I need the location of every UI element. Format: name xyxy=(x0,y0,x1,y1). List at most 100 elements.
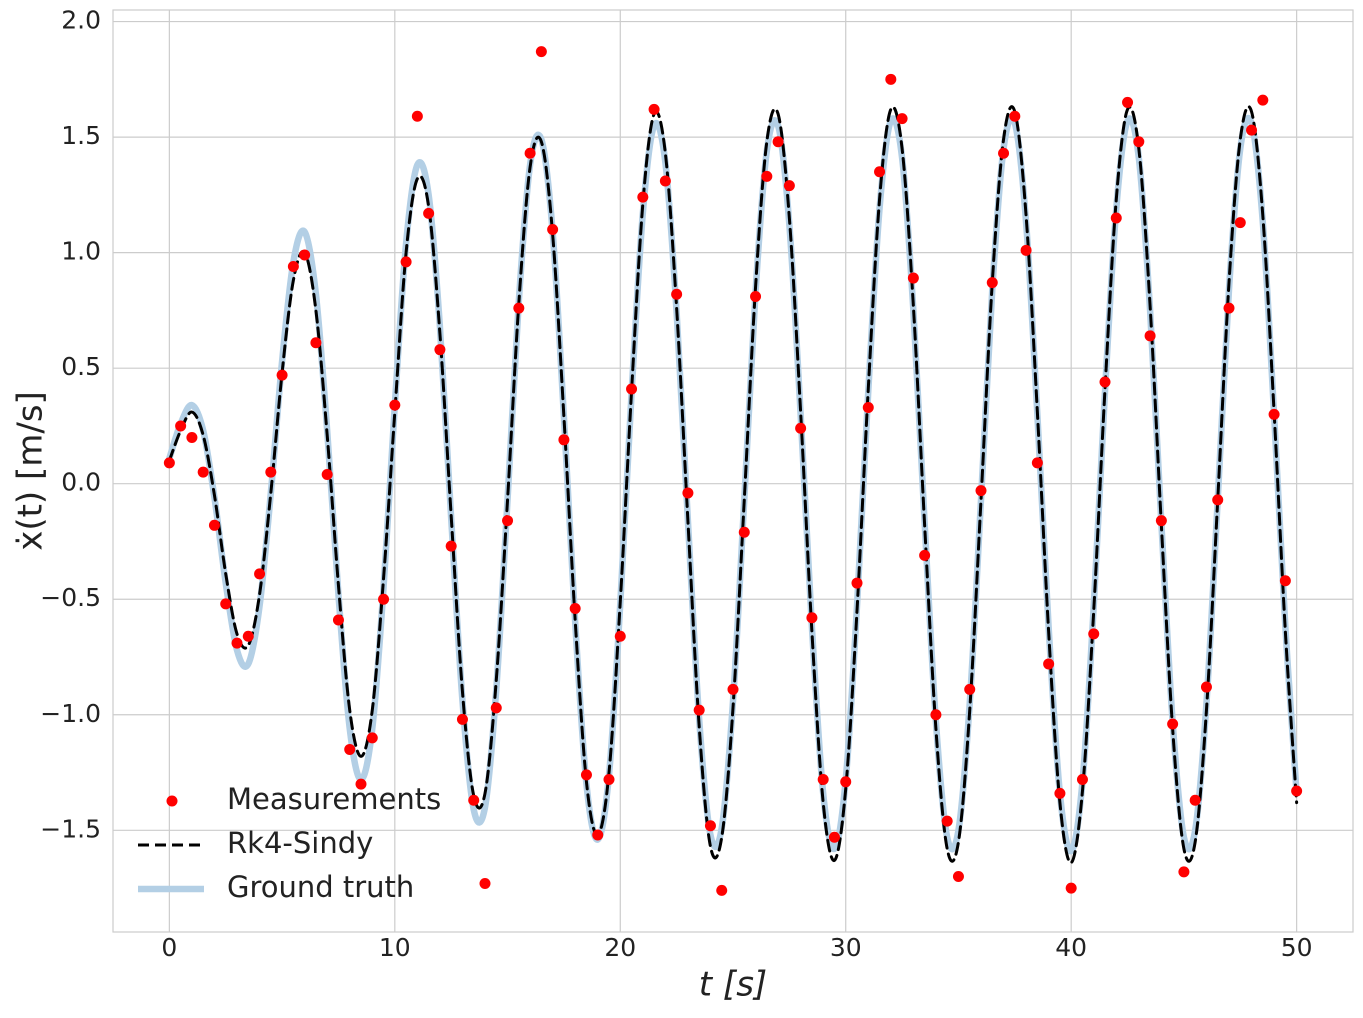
data-point xyxy=(569,602,581,614)
data-point xyxy=(727,683,739,695)
data-point xyxy=(1144,330,1156,342)
data-point xyxy=(1155,515,1167,527)
data-point xyxy=(423,207,435,219)
data-point xyxy=(411,110,423,122)
x-axis-label: t [s] xyxy=(699,965,767,1005)
data-point xyxy=(682,487,694,499)
data-point xyxy=(299,249,311,261)
data-point xyxy=(254,568,266,580)
data-point xyxy=(874,166,886,178)
x-tick-label: 20 xyxy=(604,933,636,962)
data-point xyxy=(502,515,514,527)
data-point xyxy=(648,103,660,115)
data-point xyxy=(1133,136,1145,148)
data-point xyxy=(1257,94,1269,106)
data-point xyxy=(231,637,243,649)
data-point xyxy=(580,769,592,781)
data-point xyxy=(1088,628,1100,640)
data-point xyxy=(930,709,942,721)
data-point xyxy=(783,180,795,192)
y-axis-label: ẋ(t) [m/s] xyxy=(11,391,51,551)
data-point xyxy=(558,434,570,446)
x-tick-label: 0 xyxy=(161,933,177,962)
data-point xyxy=(1076,773,1088,785)
data-point xyxy=(242,630,254,642)
data-point xyxy=(468,794,480,806)
data-point xyxy=(265,466,277,478)
data-point xyxy=(1167,718,1179,730)
data-point xyxy=(975,485,987,497)
data-point xyxy=(366,732,378,744)
data-point xyxy=(163,457,175,469)
data-point xyxy=(659,175,671,187)
data-point xyxy=(389,399,401,411)
data-point xyxy=(220,598,232,610)
data-point xyxy=(693,704,705,716)
data-point xyxy=(998,147,1010,159)
data-point xyxy=(817,773,829,785)
data-point xyxy=(716,884,728,896)
legend-label: Measurements xyxy=(227,782,441,816)
data-point xyxy=(750,291,762,303)
y-tick-label: −0.5 xyxy=(40,583,101,612)
data-point xyxy=(1212,494,1224,506)
data-point xyxy=(896,113,908,125)
data-point xyxy=(208,519,220,531)
data-point xyxy=(547,224,559,236)
data-point xyxy=(986,277,998,289)
data-point xyxy=(456,713,468,725)
data-point xyxy=(1110,212,1122,224)
data-point xyxy=(513,302,525,314)
x-tick-label: 50 xyxy=(1281,933,1313,962)
data-point xyxy=(310,337,322,349)
data-point xyxy=(772,136,784,148)
data-point xyxy=(344,743,356,755)
data-line xyxy=(167,105,1299,865)
data-point xyxy=(885,73,897,85)
data-point xyxy=(445,540,457,552)
data-point xyxy=(434,344,446,356)
plot-area xyxy=(163,46,1303,896)
data-point xyxy=(186,431,198,443)
y-tick-label: 0.0 xyxy=(61,468,101,497)
data-point xyxy=(490,702,502,714)
y-tick-label: 1.5 xyxy=(61,121,101,150)
data-point xyxy=(175,420,187,432)
data-point xyxy=(535,46,547,58)
data-point xyxy=(671,288,683,300)
data-point xyxy=(400,256,412,268)
data-point xyxy=(355,778,367,790)
data-point xyxy=(332,614,344,626)
x-tick-label: 10 xyxy=(379,933,411,962)
data-point xyxy=(806,612,818,624)
data-point xyxy=(851,577,863,589)
y-tick-label: 1.0 xyxy=(61,237,101,266)
x-tick-label: 40 xyxy=(1055,933,1087,962)
data-point xyxy=(1200,681,1212,693)
data-point xyxy=(1291,785,1303,797)
data-point xyxy=(1065,882,1077,894)
data-point xyxy=(1189,794,1201,806)
data-point xyxy=(1246,124,1258,136)
legend-marker xyxy=(166,795,178,807)
data-point xyxy=(828,831,840,843)
y-tick-label: 0.5 xyxy=(61,352,101,381)
data-point xyxy=(1178,866,1190,878)
data-point xyxy=(1279,575,1291,587)
data-point xyxy=(862,401,874,413)
data-point xyxy=(738,526,750,538)
y-tick-label: −1.5 xyxy=(40,814,101,843)
data-point xyxy=(1099,376,1111,388)
data-point xyxy=(378,593,390,605)
data-point xyxy=(603,773,615,785)
data-point xyxy=(840,776,852,788)
data-point xyxy=(276,369,288,381)
data-point xyxy=(1009,110,1021,122)
data-point xyxy=(941,815,953,827)
data-point xyxy=(626,383,638,395)
data-point xyxy=(964,683,976,695)
data-point xyxy=(197,466,209,478)
data-point xyxy=(287,260,299,272)
data-point xyxy=(1122,96,1134,108)
